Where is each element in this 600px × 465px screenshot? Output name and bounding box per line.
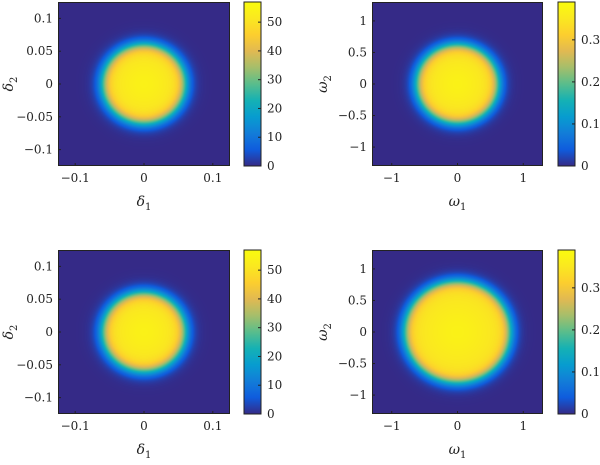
x-tick-label: −0.1 [61, 171, 90, 185]
y-tick-label: −0.5 [338, 357, 367, 371]
y-tick-label: 0.05 [26, 292, 53, 306]
panel-4: −1 0 1 −1 −0.5 0 0.5 1 ω1 ω2 0 0.1 0.2 0.3 [315, 249, 600, 461]
heatmap-image [372, 250, 543, 414]
colorbar-tick-label: 40 [267, 44, 282, 58]
y-tick-label: 1 [359, 262, 367, 276]
y-tick-label: 0 [45, 325, 53, 339]
colorbar-tick-label: 10 [267, 130, 282, 144]
x-axis-label: δ1 [137, 442, 152, 461]
colorbar-tick-label: 0.3 [581, 33, 600, 47]
y-tick-label: −0.05 [16, 358, 53, 372]
colorbar-tick-label: 10 [267, 378, 282, 392]
y-tick-label: −0.05 [16, 110, 53, 124]
x-tick-label: 0.1 [203, 171, 222, 185]
colorbar [557, 1, 576, 167]
x-axis-label: ω1 [449, 442, 467, 461]
colorbar-tick-label: 0 [581, 159, 589, 173]
y-tick-label: −0.1 [24, 391, 53, 405]
y-tick-label: −1 [349, 140, 367, 154]
y-tick-label: 0 [359, 77, 367, 91]
colorbar-tick-label: 40 [267, 292, 282, 306]
heatmap-image [372, 2, 543, 166]
x-axis-label: ω1 [449, 194, 467, 213]
colorbar-tick-label: 50 [267, 263, 282, 277]
y-tick-label: −0.1 [24, 143, 53, 157]
x-tick-label: 0 [454, 419, 462, 433]
y-tick-label: 0.5 [348, 45, 367, 59]
colorbar-tick-label: 0.1 [581, 117, 600, 131]
colorbar-tick-label: 30 [267, 73, 282, 87]
y-tick-label: 0.05 [26, 44, 53, 58]
colorbar-tick-label: 0 [267, 159, 275, 173]
y-tick-label: 0.1 [34, 259, 53, 273]
y-axis-label: δ2 [1, 77, 20, 92]
panel-2: −1 0 1 −1 −0.5 0 0.5 1 ω1 ω2 0 0.1 0.2 0.3 [315, 1, 600, 213]
colorbar-tick-label: 50 [267, 15, 282, 29]
colorbar-tick-label: 0.2 [581, 75, 600, 89]
x-tick-label: 0 [140, 171, 148, 185]
colorbar-tick-label: 0.2 [581, 323, 600, 337]
colorbar-tick-label: 0.1 [581, 365, 600, 379]
y-tick-label: 0.1 [34, 11, 53, 25]
x-tick-label: 0 [140, 419, 148, 433]
colorbar [557, 249, 576, 415]
y-axis-label: ω2 [315, 75, 334, 93]
y-tick-label: 0 [359, 325, 367, 339]
x-tick-label: 0.1 [203, 419, 222, 433]
y-axis-label: δ2 [1, 325, 20, 340]
colorbar-tick-label: 20 [267, 101, 282, 115]
heatmap-image [58, 2, 230, 166]
y-tick-label: 1 [359, 14, 367, 28]
y-tick-label: −1 [349, 388, 367, 402]
y-tick-label: −0.5 [338, 109, 367, 123]
y-tick-label: 0 [45, 77, 53, 91]
x-tick-label: −0.1 [61, 419, 90, 433]
x-tick-label: −1 [383, 419, 401, 433]
x-tick-label: −1 [383, 171, 401, 185]
colorbar-tick-label: 30 [267, 321, 282, 335]
x-tick-label: 1 [519, 419, 527, 433]
panel-3: −0.1 0 0.1 −0.1 −0.05 0 0.05 0.1 δ1 δ2 0 10 20 30 40 50 [1, 249, 282, 461]
x-tick-label: 1 [519, 171, 527, 185]
x-axis-label: δ1 [137, 194, 152, 213]
y-axis-label: ω2 [315, 323, 334, 341]
colorbar-tick-label: 0 [267, 407, 275, 421]
x-tick-label: 0 [454, 171, 462, 185]
colorbar-tick-label: 20 [267, 349, 282, 363]
colorbar [243, 1, 262, 167]
panel-1: −0.1 0 0.1 −0.1 −0.05 0 0.05 0.1 δ1 δ2 0 10 20 30 40 50 [1, 1, 282, 213]
colorbar-tick-label: 0.3 [581, 281, 600, 295]
colorbar-tick-label: 0 [581, 407, 589, 421]
colorbar [243, 249, 262, 415]
heatmap-image [58, 250, 230, 414]
y-tick-label: 0.5 [348, 293, 367, 307]
